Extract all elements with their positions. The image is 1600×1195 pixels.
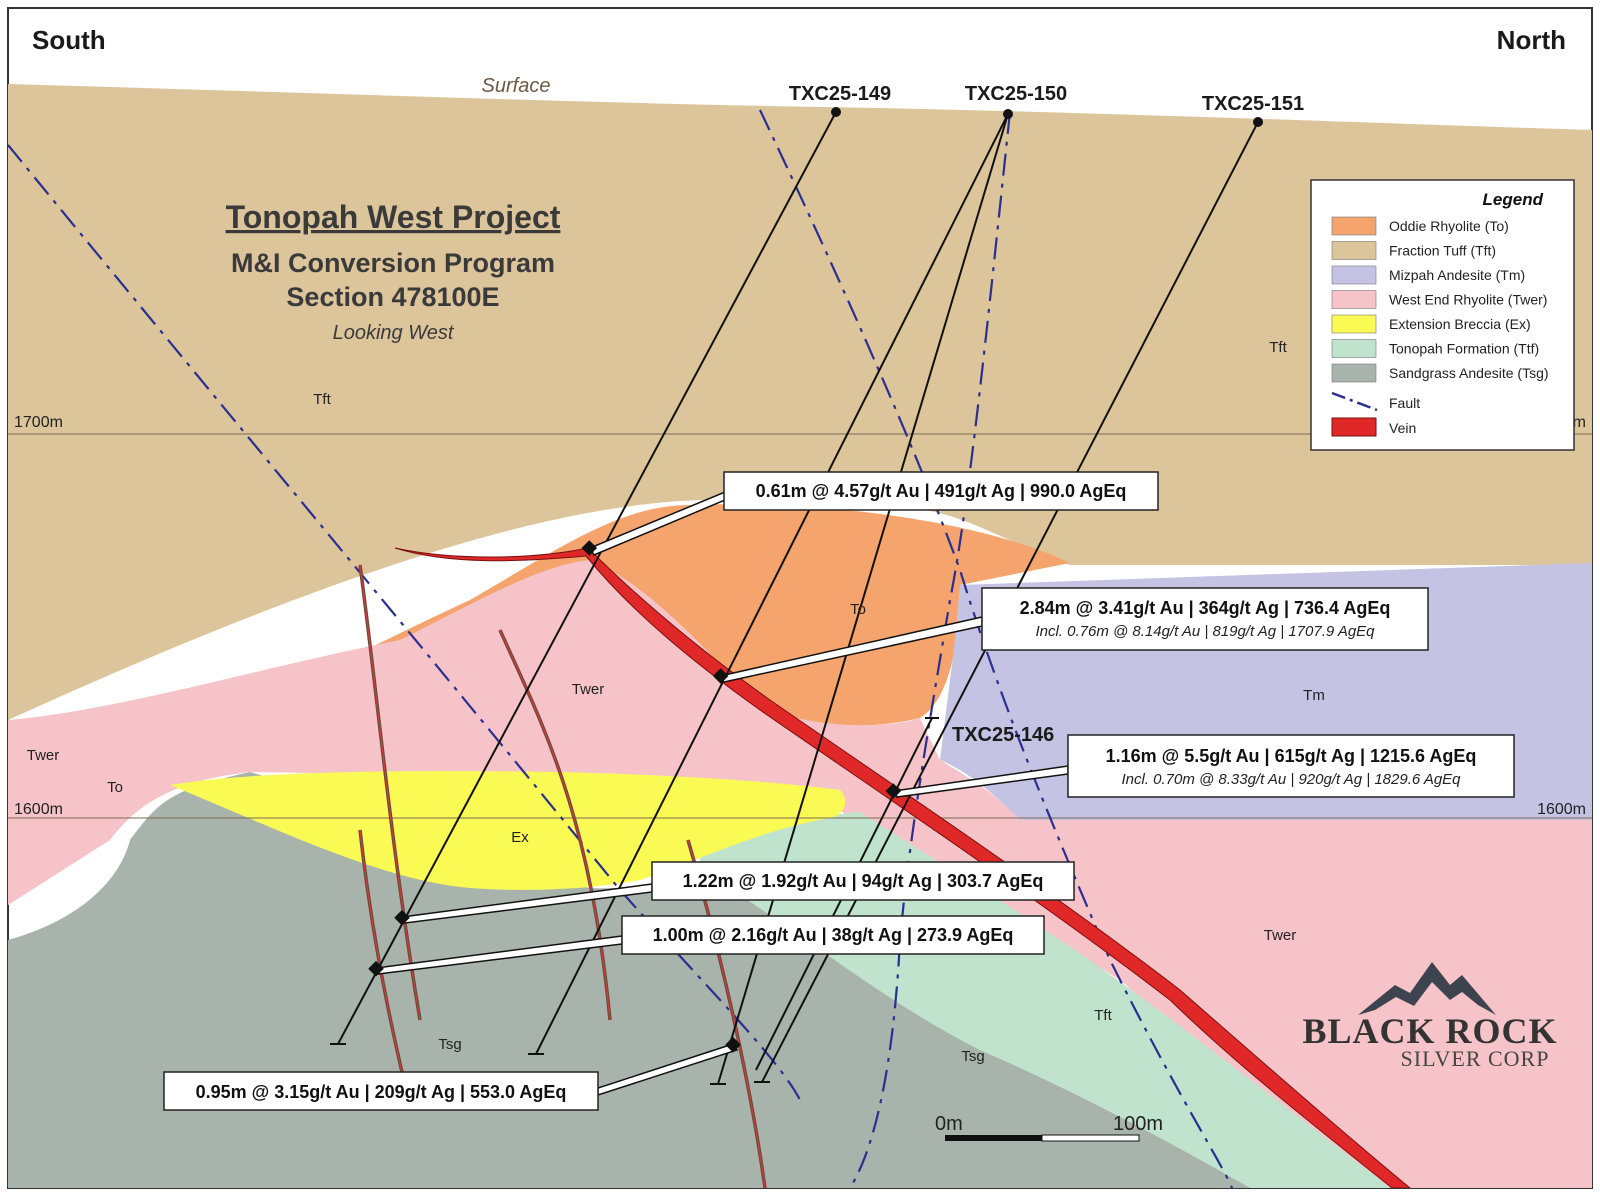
unit-label-twer: Twer	[27, 747, 60, 764]
unit-label-ttf: Tft	[1094, 1007, 1112, 1024]
scale-bar-end-label: 100m	[1113, 1113, 1163, 1135]
drillhole-label-txc25-149: TXC25-149	[789, 83, 891, 105]
header-band	[9, 9, 1591, 81]
legend-item-label: Mizpah Andesite (Tm)	[1389, 267, 1525, 283]
drillhole-label-txc25-146: TXC25-146	[952, 724, 1054, 746]
unit-tonopah-formation	[700, 812, 1390, 1188]
title-section: Section 478100E	[286, 282, 499, 312]
unit-label-tm: Tm	[1303, 687, 1325, 704]
minor-vein-2-core	[359, 829, 406, 1086]
unit-label-to: To	[850, 601, 866, 618]
unit-west-end-rhyolite	[8, 560, 1592, 1188]
fault-line-west	[8, 144, 801, 1101]
unit-label-tft: Tft	[313, 391, 331, 408]
unit-label-tsg: Tsg	[438, 1036, 461, 1053]
callout-box	[163, 1071, 599, 1111]
legend-title: Legend	[1483, 190, 1544, 209]
unit-extension-breccia	[170, 771, 846, 890]
intercept-marker	[712, 668, 729, 684]
unit-label-tsg: Tsg	[961, 1048, 984, 1065]
legend-fault-label: Fault	[1389, 395, 1420, 411]
callout-subtext: Incl. 0.70m @ 8.33g/t Au | 920g/t Ag | 1…	[1121, 771, 1461, 788]
callout-text: 1.00m @ 2.16g/t Au | 38g/t Ag | 273.9 Ag…	[653, 925, 1014, 945]
callout-text: 2.84m @ 3.41g/t Au | 364g/t Ag | 736.4 A…	[1020, 598, 1391, 618]
legend-fault-swatch	[1331, 391, 1378, 412]
legend-item-label: Oddie Rhyolite (To)	[1389, 218, 1509, 234]
callout-text: 1.16m @ 5.5g/t Au | 615g/t Ag | 1215.6 A…	[1106, 746, 1477, 766]
drillhole-label-txc25-151: TXC25-151	[1202, 93, 1304, 115]
mountain-logo-icon	[1358, 962, 1496, 1015]
legend-item-label: Fraction Tuff (Tft)	[1389, 243, 1496, 259]
legend-vein-label: Vein	[1389, 420, 1416, 436]
fault-line-center	[849, 111, 1012, 1188]
surface-label: Surface	[482, 75, 551, 97]
fault-line-steep	[759, 109, 1234, 1188]
title-program: M&I Conversion Program	[231, 248, 555, 278]
scale-bar-start-label: 0m	[935, 1113, 963, 1135]
intercept-marker	[725, 1036, 741, 1053]
collar-marker	[1253, 117, 1263, 127]
legend-swatch	[1331, 290, 1377, 309]
scale-bar: 0m 100m	[935, 1113, 1163, 1142]
main-vein	[394, 547, 1411, 1188]
legend-swatch	[1331, 265, 1377, 285]
legend: Legend Oddie Rhyolite (To) Fraction Tuff …	[1310, 179, 1575, 451]
legend-swatch	[1331, 216, 1377, 236]
callout-5: 1.00m @ 2.16g/t Au | 38g/t Ag | 273.9 Ag…	[621, 915, 1045, 955]
direction-label-north: North	[1497, 25, 1566, 55]
title-project: Tonopah West Project	[226, 199, 561, 235]
logo-text-secondary: SILVER CORP	[1401, 1046, 1550, 1071]
collar-marker	[831, 107, 841, 117]
legend-item-label: West End Rhyolite (Twer)	[1389, 292, 1547, 308]
collar-marker	[1003, 109, 1013, 119]
unit-label-to: To	[107, 779, 123, 796]
callout-box	[651, 861, 1075, 901]
company-logo: BLACK ROCK SILVER CORP	[1302, 962, 1557, 1071]
elevation-label-1600-right: 1600m	[1537, 801, 1586, 818]
legend-swatch	[1331, 314, 1377, 334]
legend-swatch	[1331, 363, 1377, 383]
elevation-label-1700: 1700m	[14, 414, 63, 431]
scale-bar-segment-dark	[945, 1135, 1042, 1141]
callout-text: 0.95m @ 3.15g/t Au | 209g/t Ag | 553.0 A…	[196, 1082, 567, 1102]
callout-3: 1.16m @ 5.5g/t Au | 615g/t Ag | 1215.6 A…	[1067, 734, 1515, 798]
elevation-label-1700-right: m	[1573, 414, 1586, 431]
legend-vein-swatch	[1331, 417, 1377, 437]
legend-swatch	[1331, 241, 1377, 260]
callout-text: 0.61m @ 4.57g/t Au | 491g/t Ag | 990.0 A…	[756, 481, 1127, 501]
callout-4: 1.22m @ 1.92g/t Au | 94g/t Ag | 303.7 Ag…	[651, 861, 1075, 901]
intercept-marker	[581, 540, 598, 556]
callout-box	[723, 471, 1159, 511]
logo-text-primary: BLACK ROCK	[1302, 1011, 1557, 1051]
callout-box	[1067, 734, 1515, 798]
unit-label-twer: Twer	[1264, 927, 1297, 944]
callout-box	[621, 915, 1045, 955]
elevation-label-1600: 1600m	[14, 801, 63, 818]
legend-item-label: Tonopah Formation (Ttf)	[1389, 341, 1539, 357]
callout-text: 1.22m @ 1.92g/t Au | 94g/t Ag | 303.7 Ag…	[683, 871, 1044, 891]
callout-1: 0.61m @ 4.57g/t Au | 491g/t Ag | 990.0 A…	[723, 471, 1159, 511]
unit-label-twer: Twer	[572, 681, 605, 698]
unit-label-tft: Tft	[1269, 339, 1287, 356]
drillhole-label-txc25-150: TXC25-150	[965, 83, 1067, 105]
callout-subtext: Incl. 0.76m @ 8.14g/t Au | 819g/t Ag | 1…	[1035, 623, 1375, 640]
callout-box	[981, 587, 1429, 651]
callout-2: 2.84m @ 3.41g/t Au | 364g/t Ag | 736.4 A…	[981, 587, 1429, 651]
callout-6: 0.95m @ 3.15g/t Au | 209g/t Ag | 553.0 A…	[163, 1071, 599, 1111]
scale-bar-segment-light	[1041, 1134, 1140, 1142]
intercept-marker	[885, 783, 902, 799]
legend-swatch	[1331, 339, 1377, 358]
direction-label-south: South	[32, 25, 106, 55]
minor-vein-1-core	[359, 564, 421, 1021]
drillhole-trace-txc25-149	[337, 111, 837, 1045]
unit-oddie-rhyolite	[8, 504, 1070, 905]
unit-label-ex: Ex	[511, 829, 529, 846]
legend-item-label: Sandgrass Andesite (Tsg)	[1389, 365, 1549, 381]
title-view: Looking West	[333, 322, 455, 344]
legend-item-label: Extension Breccia (Ex)	[1389, 316, 1531, 332]
